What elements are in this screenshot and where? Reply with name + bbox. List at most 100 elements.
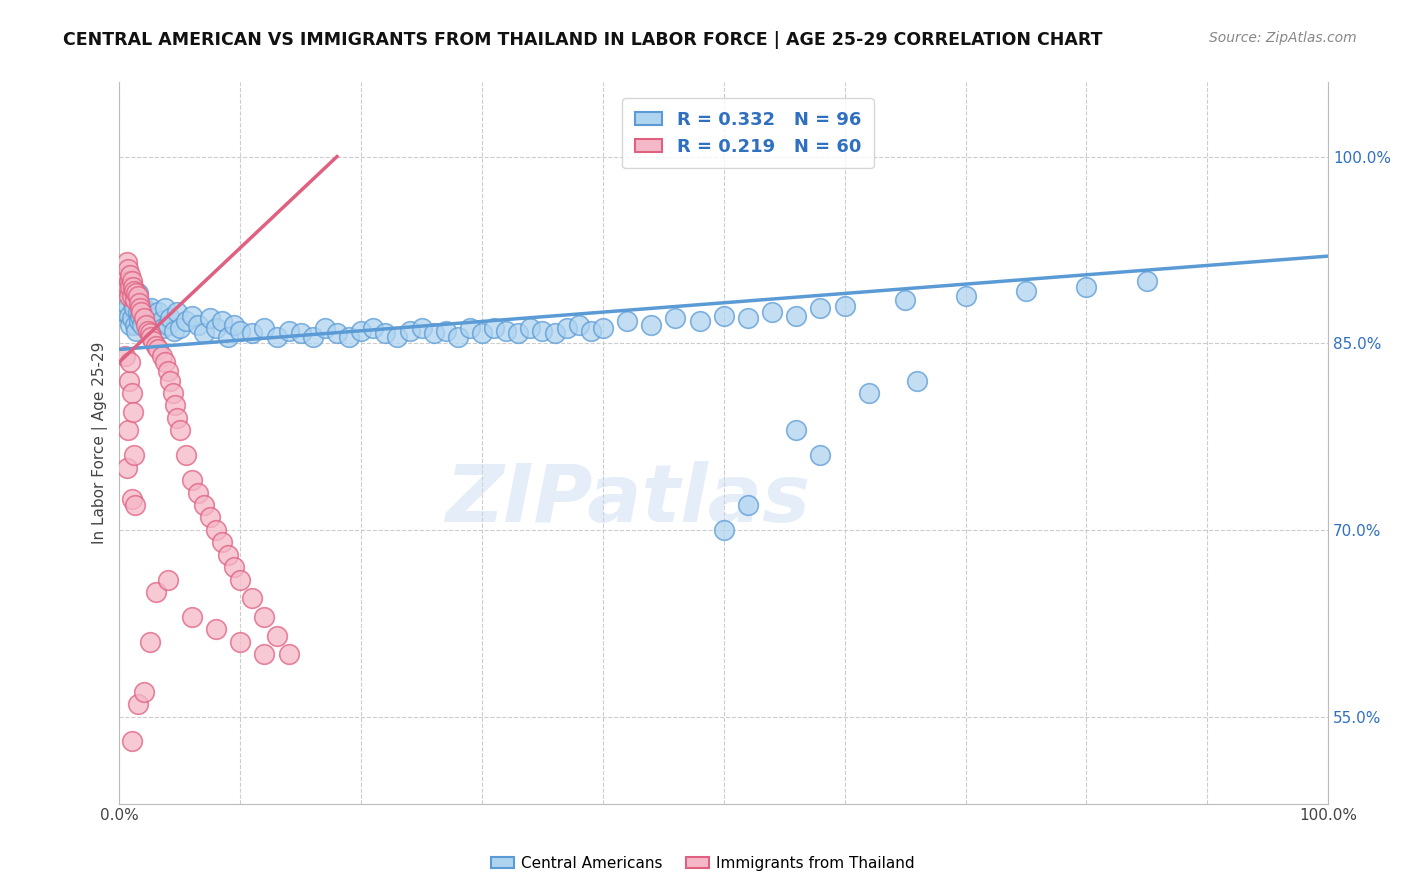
- Point: [118, 374, 141, 388]
- Point: [122, 284, 145, 298]
- Point: [124, 293, 146, 307]
- Point: [810, 301, 832, 316]
- Point: [163, 399, 186, 413]
- Point: [640, 318, 662, 332]
- Point: [124, 318, 146, 332]
- Point: [266, 330, 288, 344]
- Point: [156, 573, 179, 587]
- Point: [785, 309, 807, 323]
- Point: [149, 314, 172, 328]
- Point: [121, 734, 143, 748]
- Point: [131, 318, 153, 332]
- Point: [114, 280, 136, 294]
- Point: [482, 321, 505, 335]
- Point: [229, 324, 252, 338]
- Point: [737, 311, 759, 326]
- Point: [142, 334, 165, 348]
- Point: [398, 324, 420, 338]
- Point: [132, 311, 155, 326]
- Point: [120, 280, 142, 294]
- Point: [174, 448, 197, 462]
- Point: [166, 305, 188, 319]
- Point: [117, 423, 139, 437]
- Point: [229, 573, 252, 587]
- Point: [115, 255, 138, 269]
- Point: [163, 324, 186, 338]
- Point: [555, 321, 578, 335]
- Point: [145, 311, 167, 326]
- Point: [138, 309, 160, 323]
- Point: [253, 610, 276, 624]
- Point: [156, 363, 179, 377]
- Point: [508, 326, 530, 341]
- Point: [181, 309, 204, 323]
- Point: [115, 460, 138, 475]
- Point: [198, 311, 221, 326]
- Point: [458, 321, 481, 335]
- Point: [125, 324, 148, 338]
- Point: [138, 324, 160, 338]
- Point: [115, 268, 138, 282]
- Point: [145, 585, 167, 599]
- Point: [121, 280, 143, 294]
- Point: [253, 321, 276, 335]
- Point: [118, 309, 141, 323]
- Point: [858, 386, 880, 401]
- Text: Source: ZipAtlas.com: Source: ZipAtlas.com: [1209, 31, 1357, 45]
- Point: [531, 324, 554, 338]
- Point: [1015, 284, 1038, 298]
- Point: [193, 326, 215, 341]
- Point: [169, 321, 191, 335]
- Point: [146, 305, 169, 319]
- Point: [129, 299, 152, 313]
- Point: [156, 318, 179, 332]
- Point: [229, 635, 252, 649]
- Point: [135, 318, 157, 332]
- Point: [1076, 280, 1098, 294]
- Point: [121, 386, 143, 401]
- Point: [198, 510, 221, 524]
- Point: [120, 268, 142, 282]
- Point: [169, 423, 191, 437]
- Point: [1136, 274, 1159, 288]
- Point: [387, 330, 409, 344]
- Point: [193, 498, 215, 512]
- Point: [834, 299, 856, 313]
- Point: [127, 305, 149, 319]
- Point: [122, 289, 145, 303]
- Point: [159, 374, 181, 388]
- Point: [181, 610, 204, 624]
- Point: [447, 330, 470, 344]
- Point: [120, 355, 142, 369]
- Point: [166, 410, 188, 425]
- Point: [146, 343, 169, 357]
- Point: [217, 548, 239, 562]
- Point: [121, 404, 143, 418]
- Point: [277, 648, 299, 662]
- Point: [211, 535, 233, 549]
- Point: [592, 321, 614, 335]
- Point: [114, 274, 136, 288]
- Point: [139, 301, 162, 316]
- Point: [136, 314, 159, 328]
- Point: [543, 326, 565, 341]
- Point: [205, 523, 228, 537]
- Point: [114, 305, 136, 319]
- Point: [761, 305, 783, 319]
- Point: [905, 374, 928, 388]
- Point: [181, 473, 204, 487]
- Point: [434, 324, 457, 338]
- Point: [894, 293, 917, 307]
- Point: [145, 339, 167, 353]
- Point: [121, 311, 143, 326]
- Point: [290, 326, 312, 341]
- Point: [118, 274, 141, 288]
- Point: [121, 274, 143, 288]
- Point: [139, 330, 162, 344]
- Point: [132, 684, 155, 698]
- Point: [224, 560, 246, 574]
- Point: [138, 324, 160, 338]
- Text: ZIPatlas: ZIPatlas: [444, 461, 810, 540]
- Point: [121, 289, 143, 303]
- Point: [150, 349, 173, 363]
